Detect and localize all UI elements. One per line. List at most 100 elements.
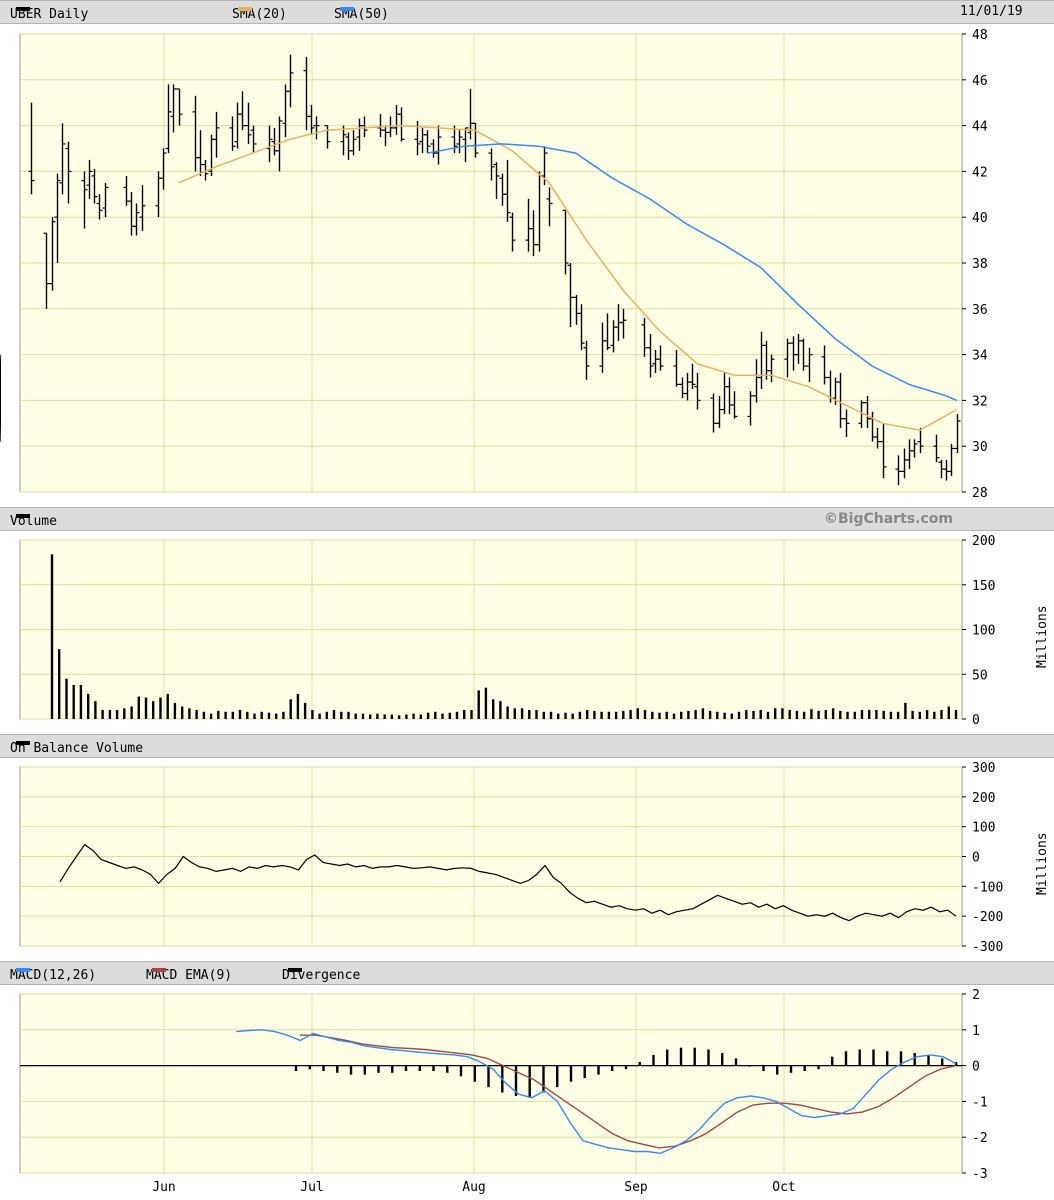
- price-tick-label: 48: [972, 28, 988, 43]
- divergence-bar: [789, 1065, 793, 1073]
- volume-bar: [600, 711, 603, 719]
- volume-bar: [766, 711, 770, 719]
- volume-bar: [716, 711, 719, 719]
- divergence-bar: [886, 1051, 889, 1066]
- volume-bar: [253, 713, 256, 719]
- volume-bar: [50, 554, 54, 719]
- volume-tick-label: 0: [972, 713, 980, 728]
- volume-bar: [144, 697, 148, 719]
- volume-bar: [159, 697, 162, 719]
- price-tick-label: 32: [972, 394, 988, 409]
- volume-bar: [217, 710, 220, 719]
- price-tick-label: 40: [972, 211, 988, 226]
- divergence-bar: [858, 1049, 861, 1066]
- volume-bar: [484, 687, 488, 719]
- macd-tick-label: -2: [972, 1131, 988, 1146]
- divergence-bar: [418, 1065, 421, 1071]
- volume-bar: [347, 711, 350, 719]
- volume-bar: [933, 711, 936, 719]
- volume-bar: [528, 710, 531, 719]
- volume-panel-header: Volume ©BigCharts.com: [0, 507, 1054, 531]
- volume-bar: [925, 710, 929, 719]
- volume-bar: [108, 710, 112, 719]
- volume-bar: [846, 711, 849, 719]
- divergence-bar: [514, 1065, 518, 1096]
- divergence-bar: [404, 1065, 408, 1071]
- sma20-swatch: [238, 7, 252, 11]
- macd-swatch: [16, 968, 30, 972]
- sma50-swatch: [340, 7, 354, 11]
- volume-bar: [87, 693, 90, 719]
- volume-bar: [759, 710, 762, 719]
- volume-bar: [802, 711, 806, 719]
- volume-bar: [499, 701, 502, 719]
- volume-bar: [477, 690, 480, 719]
- volume-bar: [354, 713, 357, 719]
- volume-bar: [687, 710, 690, 719]
- volume-bar: [166, 693, 169, 719]
- volume-bar: [860, 710, 864, 719]
- x-axis-month-label: Aug: [462, 1180, 485, 1195]
- divergence-bar: [542, 1065, 545, 1093]
- volume-bar: [557, 713, 560, 719]
- obv-tick-label: -100: [972, 880, 1003, 895]
- price-tick-label: 38: [972, 257, 988, 272]
- divergence-bar: [666, 1049, 669, 1066]
- obv-tick-label: 0: [972, 851, 980, 866]
- divergence-bar: [487, 1065, 490, 1088]
- volume-bar: [636, 708, 639, 719]
- price-tick-label: 34: [972, 349, 988, 364]
- divergence-swatch: [288, 968, 302, 972]
- sma20-line: [178, 124, 958, 431]
- volume-bar: [882, 710, 885, 719]
- volume-bar: [853, 711, 856, 719]
- divergence-bar: [363, 1065, 366, 1075]
- volume-bar: [195, 710, 198, 719]
- volume-bar: [340, 711, 343, 719]
- obv-swatch: [16, 741, 30, 745]
- volume-bar: [788, 710, 791, 719]
- volume-bar: [549, 711, 553, 719]
- volume-bar: [622, 710, 625, 719]
- volume-bar: [904, 702, 907, 719]
- divergence-bar: [844, 1051, 848, 1066]
- divergence-bar: [899, 1051, 903, 1066]
- divergence-bar: [707, 1049, 710, 1066]
- volume-bar: [224, 711, 227, 719]
- volume-bar: [708, 710, 712, 719]
- divergence-bar: [528, 1065, 531, 1098]
- divergence-bar: [831, 1056, 834, 1066]
- volume-bar: [448, 712, 451, 719]
- price-tick-label: 28: [972, 486, 988, 501]
- volume-bar: [455, 711, 459, 719]
- divergence-bar: [652, 1054, 655, 1066]
- volume-bar: [123, 708, 126, 719]
- volume-bar: [296, 693, 300, 719]
- volume-bar: [918, 711, 921, 719]
- volume-bar: [173, 702, 177, 719]
- macd-line: [235, 1029, 957, 1155]
- volume-bar: [332, 710, 336, 719]
- divergence-bar: [349, 1065, 353, 1075]
- divergence-bar: [391, 1065, 394, 1073]
- volume-bar: [405, 714, 408, 719]
- volume-bar: [94, 701, 97, 719]
- volume-bar: [535, 710, 538, 719]
- obv-tick-label: 300: [972, 761, 995, 776]
- volume-bar: [441, 713, 444, 719]
- volume-bar: [571, 713, 574, 719]
- price-tick-label: 46: [972, 74, 988, 89]
- volume-bar: [260, 711, 263, 719]
- divergence-bar: [432, 1065, 435, 1071]
- volume-bar: [492, 699, 495, 719]
- divergence-bar: [679, 1047, 683, 1066]
- volume-units-label: Millions: [1035, 605, 1050, 668]
- volume-bar: [101, 710, 104, 719]
- price-tick-label: 44: [972, 120, 988, 135]
- volume-bar: [839, 710, 842, 719]
- volume-bar: [643, 710, 647, 719]
- volume-bar: [289, 699, 292, 719]
- volume-bar: [947, 706, 950, 719]
- bigcharts-watermark: ©BigCharts.com: [824, 511, 953, 527]
